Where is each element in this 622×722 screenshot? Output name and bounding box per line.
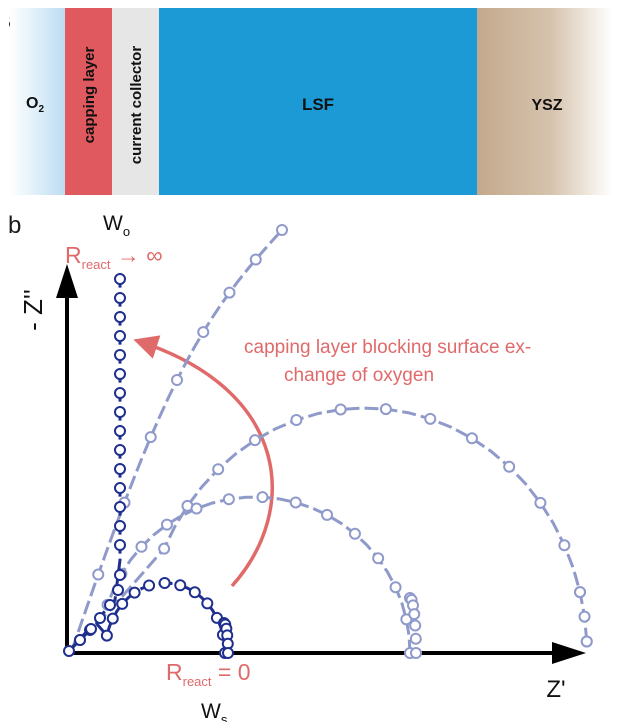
light-curve-large-point [558, 539, 571, 552]
x-axis-label: Z' [546, 676, 565, 703]
annotation-line-2: change of oxygen [284, 365, 434, 386]
dark-vertical-point [114, 539, 126, 551]
dark-vertical-point [114, 406, 126, 418]
light-curve-medium-point [222, 493, 235, 506]
light-curve-steep-point [223, 286, 236, 299]
light-curve-steep-point [249, 253, 262, 266]
dark-semicircle-point [74, 634, 86, 646]
w-s-label: Ws [201, 700, 228, 722]
capping-layer-region [65, 8, 113, 195]
dark-vertical-point [114, 273, 126, 285]
impedance-curves [63, 224, 593, 659]
panel-b-letter: b [8, 212, 21, 239]
dark-vertical-point [114, 463, 126, 475]
dark-semicircle-point [116, 597, 129, 610]
light-curve-steep-point [197, 326, 210, 339]
o2-region [10, 8, 66, 195]
light-curve-large-point [249, 434, 262, 447]
dark-vertical-point [114, 501, 126, 513]
light-curve-medium-point [348, 527, 361, 540]
light-curve-steep-point [171, 374, 183, 386]
dark-semicircle-point [128, 586, 141, 599]
light-curve-medium-point [135, 540, 148, 553]
blocking-arrow [133, 335, 274, 588]
light-curve-steep-point [144, 431, 157, 444]
o2-label: O2 [26, 95, 44, 115]
dark-vertical-point [104, 599, 116, 611]
dark-vertical-point [114, 368, 126, 380]
dark-vertical-point [114, 349, 126, 361]
light-curve-medium-point [389, 581, 402, 594]
r-react-infinity-label: Rreact → ∞ [65, 242, 163, 272]
dark-vertical-point [114, 425, 126, 437]
dark-vertical-point [114, 569, 126, 581]
dark-semicircle-point [63, 645, 75, 657]
dark-vertical-point [94, 612, 106, 624]
dark-vertical-point [112, 584, 124, 596]
light-curve-medium-point [408, 608, 421, 621]
lsf-region [159, 8, 477, 195]
light-curve-large-point [503, 460, 516, 473]
ysz-label: YSZ [531, 97, 562, 114]
r-react-zero-label: Rreact = 0 [166, 659, 251, 689]
light-curve-large-point [465, 432, 478, 445]
light-curve-medium-point [372, 552, 385, 565]
light-curve-steep-point [92, 568, 105, 581]
dark-semicircle-point [174, 579, 187, 592]
light-curve-large-point [334, 403, 347, 416]
dark-vertical-point [114, 311, 126, 323]
dark-semicircle-point [188, 586, 201, 599]
panel-a: a O2 capping layer current collector LSF… [8, 7, 612, 195]
dark-vertical-point [114, 330, 126, 342]
light-curve-large-point [574, 586, 587, 599]
light-curve-large-point [212, 463, 225, 476]
annotation-line-1: capping layer blocking surface ex- [244, 337, 531, 358]
dark-vertical-point [114, 482, 126, 494]
current-collector-region [112, 8, 160, 195]
light-curve-large-point [578, 610, 591, 623]
light-curve-medium-point [321, 508, 334, 521]
light-curve-medium-point [410, 647, 422, 659]
dark-vertical-point [114, 387, 126, 399]
x-axis-arrowhead [552, 642, 586, 664]
light-curve-medium-point [409, 632, 422, 645]
light-curve-medium-point [160, 518, 173, 531]
y-axis-label: - Z'' [18, 289, 48, 331]
dark-vertical-point [114, 292, 126, 304]
capping-layer-label: capping layer [81, 46, 98, 143]
dark-vertical-point [114, 520, 126, 532]
ysz-region [477, 8, 612, 195]
light-curve-large-point [290, 413, 303, 426]
light-curve-medium-point [409, 619, 422, 632]
light-curve-large-point [158, 542, 171, 555]
light-curve-steep-point [276, 224, 288, 236]
dark-semicircle-point [143, 579, 156, 592]
light-curve-large-point [534, 496, 547, 509]
dark-vertical-point [114, 444, 126, 456]
lsf-label: LSF [302, 95, 334, 114]
dark-semicircle-point [158, 577, 171, 590]
light-curve-large-point [379, 403, 392, 416]
y-axis-arrowhead [56, 264, 78, 298]
light-curve-medium-point [190, 502, 203, 515]
light-curve-medium-point [256, 491, 269, 504]
dark-semicircle-point [85, 623, 97, 635]
dark-semicircle-point [201, 597, 214, 610]
light-curve-large-point [580, 635, 593, 648]
dark-semicircle-point [100, 629, 113, 642]
current-collector-label: current collector [128, 46, 145, 165]
panel-b: b - Z'' Z' Wo Ws Rreact → ∞ Rreact = 0 c… [8, 212, 593, 722]
light-curve-medium-point [289, 496, 302, 509]
w-o-label: Wo [103, 212, 130, 239]
dark-semicircle-point [222, 647, 234, 659]
light-curve-large-point [424, 412, 437, 425]
dark-semicircle-point [106, 612, 119, 625]
